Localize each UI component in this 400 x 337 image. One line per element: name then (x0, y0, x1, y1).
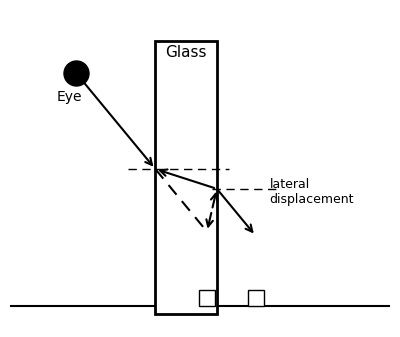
Text: lateral
displacement: lateral displacement (270, 178, 354, 206)
Text: Eye: Eye (56, 90, 82, 104)
Bar (155, 41, 217, 314)
Bar (199, 290, 215, 306)
Bar (248, 290, 264, 306)
Text: Glass: Glass (165, 45, 207, 60)
